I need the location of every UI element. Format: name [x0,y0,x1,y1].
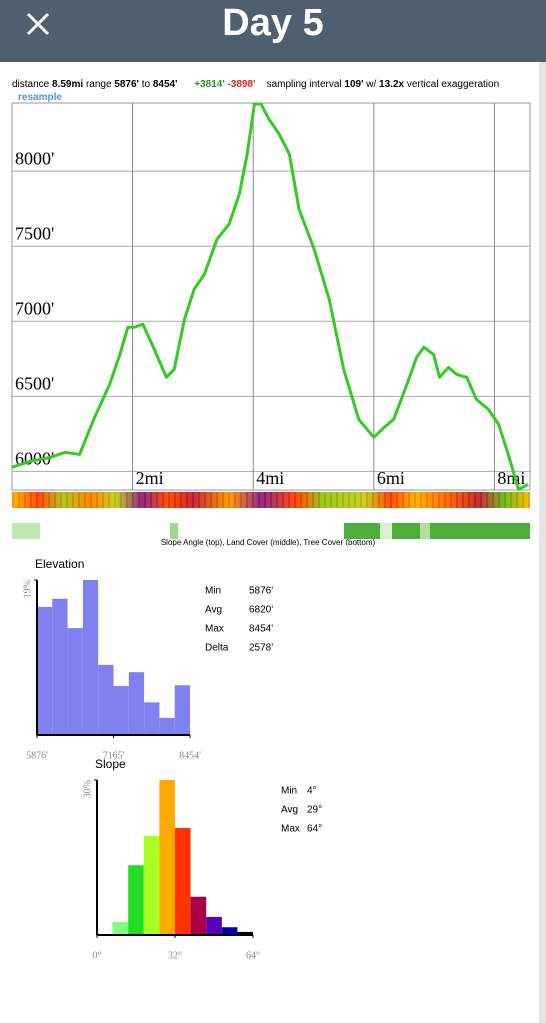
band-caption: Slope Angle (top), Land Cover (middle), … [161,538,376,547]
label: to [141,79,151,90]
chart-title: Elevation [35,557,84,571]
x-tick-label: 7165' [103,750,125,761]
gain: +3814' [194,79,225,90]
histogram-bar [128,672,145,735]
elevation-line [11,102,529,491]
y-tick-label: 7000' [15,298,54,318]
value: 109' [344,79,364,90]
stat-value: 6820' [249,605,273,616]
y-tick-label: 8000' [15,148,54,168]
slope-band-texture [12,492,530,508]
stat-value: 64° [307,824,322,835]
histogram-bar [237,931,253,935]
x-tick-label: 4mi [256,468,284,488]
histogram-bar [221,927,238,935]
y-tick-label: 30% [82,780,93,798]
histogram-bar [128,865,144,935]
histogram-bar [175,828,191,935]
x-tick-label: 32° [168,950,182,961]
y-tick-label: 7500' [15,223,54,243]
header: Day 5 [0,0,546,62]
stat-label: Max [281,824,300,835]
y-tick-label: 19% [22,580,33,598]
histogram-bar [174,685,190,735]
stat-label: Max [205,624,224,635]
title: Day 5 [222,2,324,44]
value: 8.59mi [52,79,84,90]
histogram-bar [82,580,99,735]
value: 13.2x [379,79,405,90]
x-tick-label: 6mi [377,468,405,488]
stat-value: 8454' [249,624,273,635]
histogram-bar [113,686,129,735]
stat-label: Min [205,586,221,597]
histogram-bar [52,598,68,735]
value: 5876' [114,79,139,90]
histogram-bar [144,702,160,735]
x-tick-label: 8mi [497,468,525,488]
histogram-bar [112,922,129,935]
label: vertical exaggeration [406,79,500,90]
stat-label: Avg [205,605,222,616]
stat-label: Avg [281,805,298,816]
summary: distance 8.59mi range 5876' to 8454' +38… [12,78,532,104]
label: sampling interval [266,79,342,90]
tree-cover-band [12,523,530,539]
histogram-bar [206,916,222,935]
loss: -3898' [227,79,256,90]
close-button[interactable] [22,6,62,46]
x-tick-label: 5876' [26,750,48,761]
label: w/ [366,79,377,90]
resample-link[interactable]: resample [18,92,62,103]
value: 8454' [152,79,178,90]
histogram-bar [159,780,175,935]
x-tick-label: 2mi [136,468,164,488]
stat-label: Delta [205,643,229,654]
scrollbar [539,62,546,1023]
stat-value: 4° [307,786,317,797]
histogram-bar [67,628,83,735]
y-tick-label: 6500' [15,373,54,393]
x-tick-label: 0° [93,950,102,961]
plot-border [11,102,531,491]
x-tick-label: 8454' [179,750,201,761]
stat-label: Min [281,786,297,797]
stat-value: 2578' [249,643,273,654]
label: range [85,79,112,90]
stat-value: 5876' [249,586,273,597]
histogram-bar [98,664,114,735]
histogram-bar [143,835,160,935]
stat-value: 29° [307,805,322,816]
histogram-bar [37,606,53,735]
histogram-bar [159,717,175,735]
histogram-bar [190,896,207,935]
chart-title: Slope [95,757,126,771]
x-tick-label: 64° [246,950,260,961]
label: distance [12,79,50,90]
